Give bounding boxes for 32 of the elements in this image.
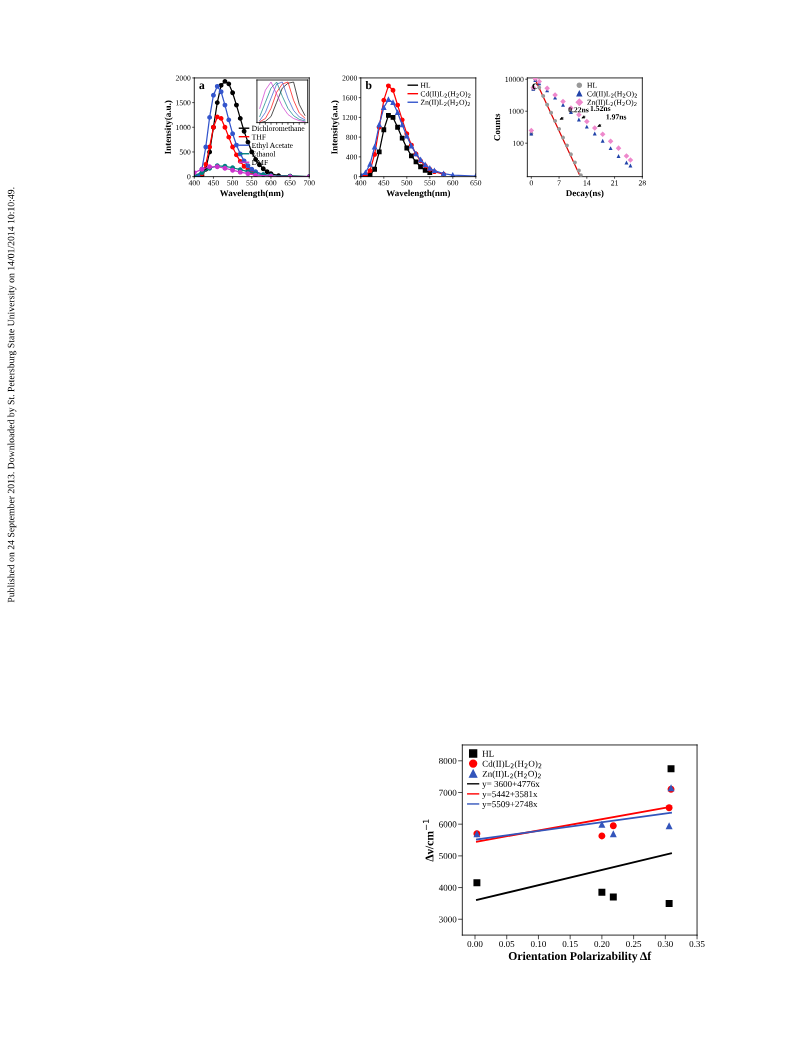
legend-label: HL (482, 750, 494, 757)
annotation: c (532, 83, 537, 90)
y-axis-title: Intensity(a.u.) (164, 100, 173, 155)
x-tick-label: 0.25 (626, 940, 642, 948)
y-tick-label: 5000 (439, 853, 457, 860)
y-axis-title: Δν/cm$^{−1}$ (422, 819, 434, 862)
legend-label: y=5442+3581x (482, 791, 538, 799)
x-tick-label: 0.20 (594, 940, 610, 948)
annotation: a (199, 83, 205, 90)
y-tick-label: 7000 (439, 789, 457, 796)
y-axis-title: Counts (494, 113, 501, 141)
y-tick-label: 3000 (439, 916, 457, 923)
x-tick-label: 0.10 (530, 940, 546, 948)
x-tick-label: 0.30 (657, 940, 673, 948)
x-axis-title: Wavelength(nm) (219, 189, 284, 199)
y-tick-label: 6000 (439, 821, 457, 828)
x-tick-label: 0.35 (689, 940, 705, 948)
x-axis-title: Orientation Polarizability Δf (508, 951, 652, 963)
annotation: b (365, 80, 372, 90)
y-tick-label: 8000 (439, 757, 457, 765)
legend-label: y= 3600+4776x (482, 780, 540, 789)
x-axis-title: Wavelength(nm) (386, 189, 451, 199)
text: Published on 24 September 2013. Downloaded by St. Petersburg State University on 14/01/2014 10:10:49. (7, 187, 17, 603)
x-tick-label: 0.00 (467, 940, 483, 948)
y-tick-label: 4000 (438, 884, 457, 891)
y-axis-title: Intensity(a.u.) (331, 100, 340, 155)
legend-label: Cd(II)L$_{2}$(H$_{2}$O)$_{2}$ (482, 760, 542, 769)
x-axis-title: Decay(ns) (565, 189, 604, 199)
legend-label: y=5509+2748x (482, 801, 538, 810)
legend-label: Zn(II)L$_{2}$(H$_{2}$O)$_{2}$ (482, 770, 541, 779)
x-tick-label: 0.05 (499, 940, 515, 948)
x-tick-label: 0.15 (562, 940, 578, 948)
